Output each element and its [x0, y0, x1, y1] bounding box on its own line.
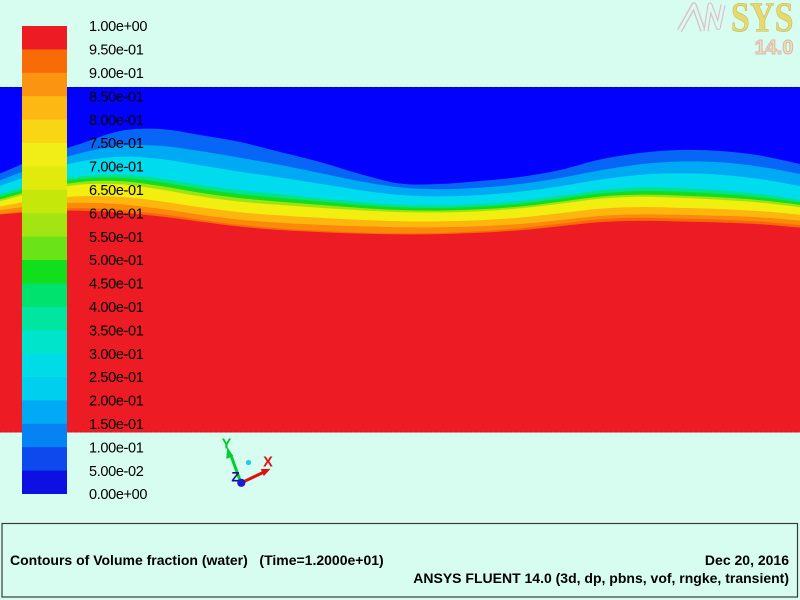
svg-text:X: X [263, 455, 273, 471]
svg-text:14.0: 14.0 [755, 37, 794, 59]
svg-text:2.00e-01: 2.00e-01 [89, 394, 144, 410]
svg-text:1.00e-01: 1.00e-01 [89, 440, 144, 456]
svg-text:1.00e+00: 1.00e+00 [89, 19, 147, 35]
svg-text:SYS: SYS [731, 0, 793, 41]
svg-text:ANSYS FLUENT 14.0 (3d, dp, pbn: ANSYS FLUENT 14.0 (3d, dp, pbns, vof, rn… [413, 570, 789, 586]
svg-text:Contours of Volume fraction (w: Contours of Volume fraction (water) (Tim… [10, 552, 384, 568]
svg-text:2.50e-01: 2.50e-01 [89, 370, 144, 386]
svg-text:3.00e-01: 3.00e-01 [89, 347, 144, 363]
svg-text:5.00e-01: 5.00e-01 [89, 253, 144, 269]
svg-text:6.50e-01: 6.50e-01 [89, 183, 144, 199]
svg-text:Z: Z [231, 470, 239, 485]
svg-text:9.00e-01: 9.00e-01 [89, 66, 144, 82]
svg-text:4.50e-01: 4.50e-01 [89, 277, 144, 293]
svg-text:8.50e-01: 8.50e-01 [89, 89, 144, 105]
svg-text:0.00e+00: 0.00e+00 [89, 487, 147, 503]
svg-text:8.00e-01: 8.00e-01 [89, 113, 144, 129]
svg-text:7.00e-01: 7.00e-01 [89, 160, 144, 176]
svg-text:5.00e-02: 5.00e-02 [89, 464, 144, 480]
svg-text:6.00e-01: 6.00e-01 [89, 206, 144, 222]
svg-text:4.00e-01: 4.00e-01 [89, 300, 144, 316]
svg-text:7.50e-01: 7.50e-01 [89, 136, 144, 152]
svg-text:5.50e-01: 5.50e-01 [89, 230, 144, 246]
svg-text:3.50e-01: 3.50e-01 [89, 323, 144, 339]
svg-text:9.50e-01: 9.50e-01 [89, 43, 144, 59]
svg-text:Dec 20, 2016: Dec 20, 2016 [705, 552, 789, 568]
svg-text:1.50e-01: 1.50e-01 [89, 417, 144, 433]
svg-text:Y: Y [222, 437, 232, 453]
